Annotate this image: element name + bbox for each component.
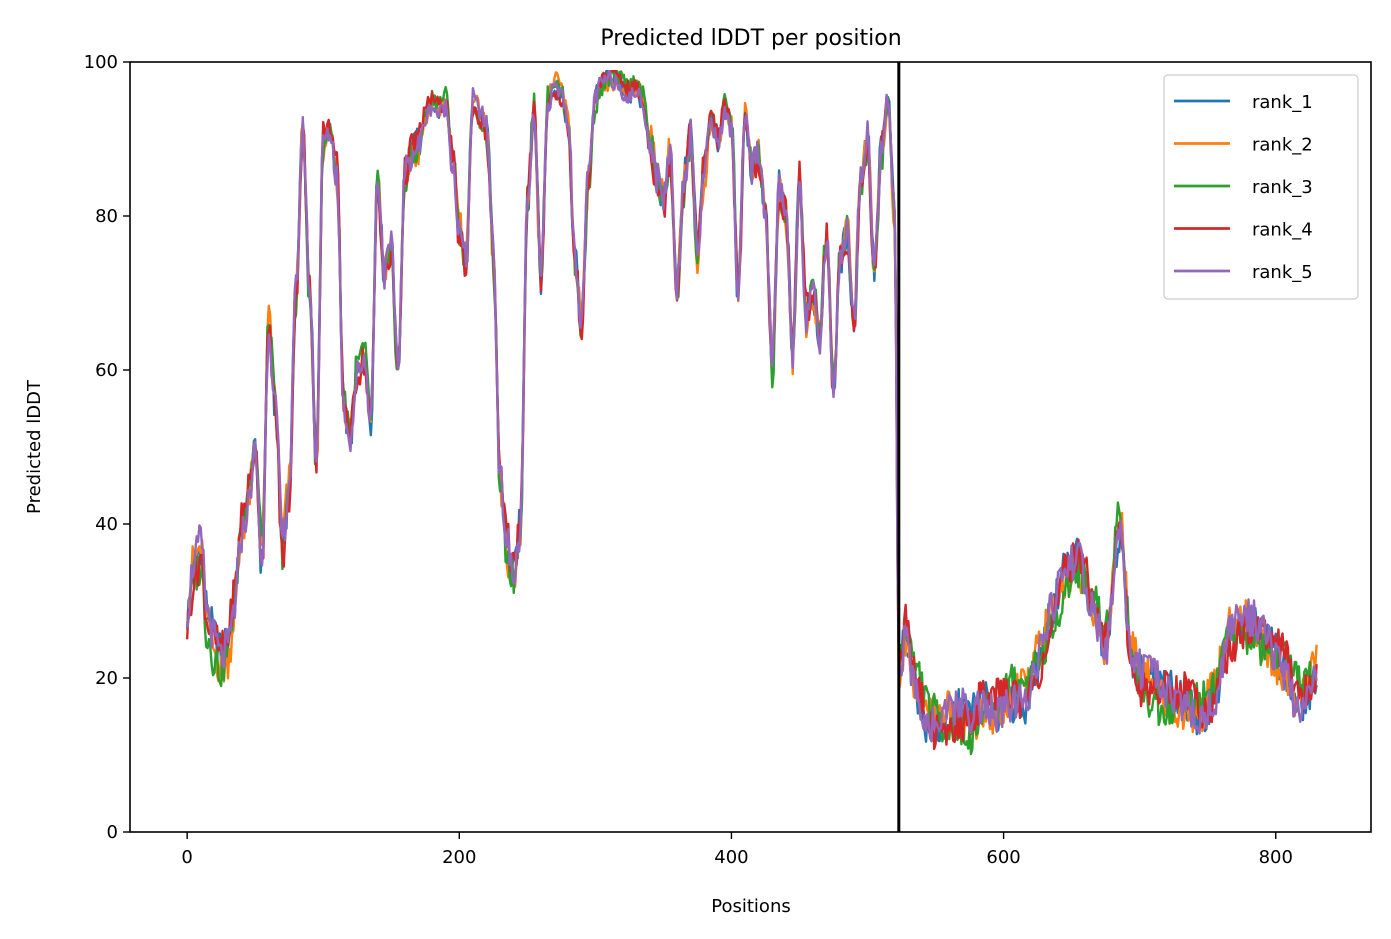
x-tick-label: 200: [442, 847, 476, 868]
y-tick-label: 0: [107, 822, 118, 843]
x-tick-label: 600: [986, 847, 1020, 868]
chart-title: Predicted lDDT per position: [600, 26, 901, 51]
y-axis: 0 20 40 60 80 100: [84, 52, 130, 843]
y-tick-label: 60: [95, 360, 118, 381]
legend-box: [1163, 74, 1359, 300]
x-tick-label: 400: [714, 847, 748, 868]
y-axis-label: Predicted lDDT: [24, 379, 45, 514]
y-tick-label: 40: [95, 514, 118, 535]
legend-label: rank_4: [1252, 220, 1313, 241]
legend-label: rank_1: [1252, 92, 1313, 113]
series-line-rank_5: [185, 70, 1318, 743]
series-layer: [185, 70, 1318, 756]
y-tick-label: 100: [84, 52, 118, 73]
legend-label: rank_2: [1252, 135, 1313, 156]
y-tick-label: 20: [95, 668, 118, 689]
y-tick-label: 80: [95, 206, 118, 227]
legend-label: rank_3: [1252, 177, 1313, 198]
x-tick-label: 0: [181, 847, 192, 868]
x-axis-label: Positions: [711, 896, 790, 917]
legend: rank_1 rank_2 rank_3 rank_4 rank_5: [1163, 74, 1359, 300]
x-axis: 0 200 400 600 800: [181, 832, 1293, 868]
legend-label: rank_5: [1252, 262, 1313, 283]
x-tick-label: 800: [1259, 847, 1293, 868]
plot-frame: [129, 61, 1372, 833]
